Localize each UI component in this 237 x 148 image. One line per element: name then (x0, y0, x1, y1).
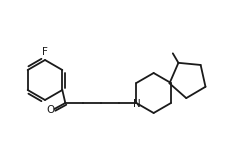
Text: F: F (42, 46, 48, 57)
Text: N: N (133, 99, 141, 109)
Text: O: O (46, 105, 55, 115)
